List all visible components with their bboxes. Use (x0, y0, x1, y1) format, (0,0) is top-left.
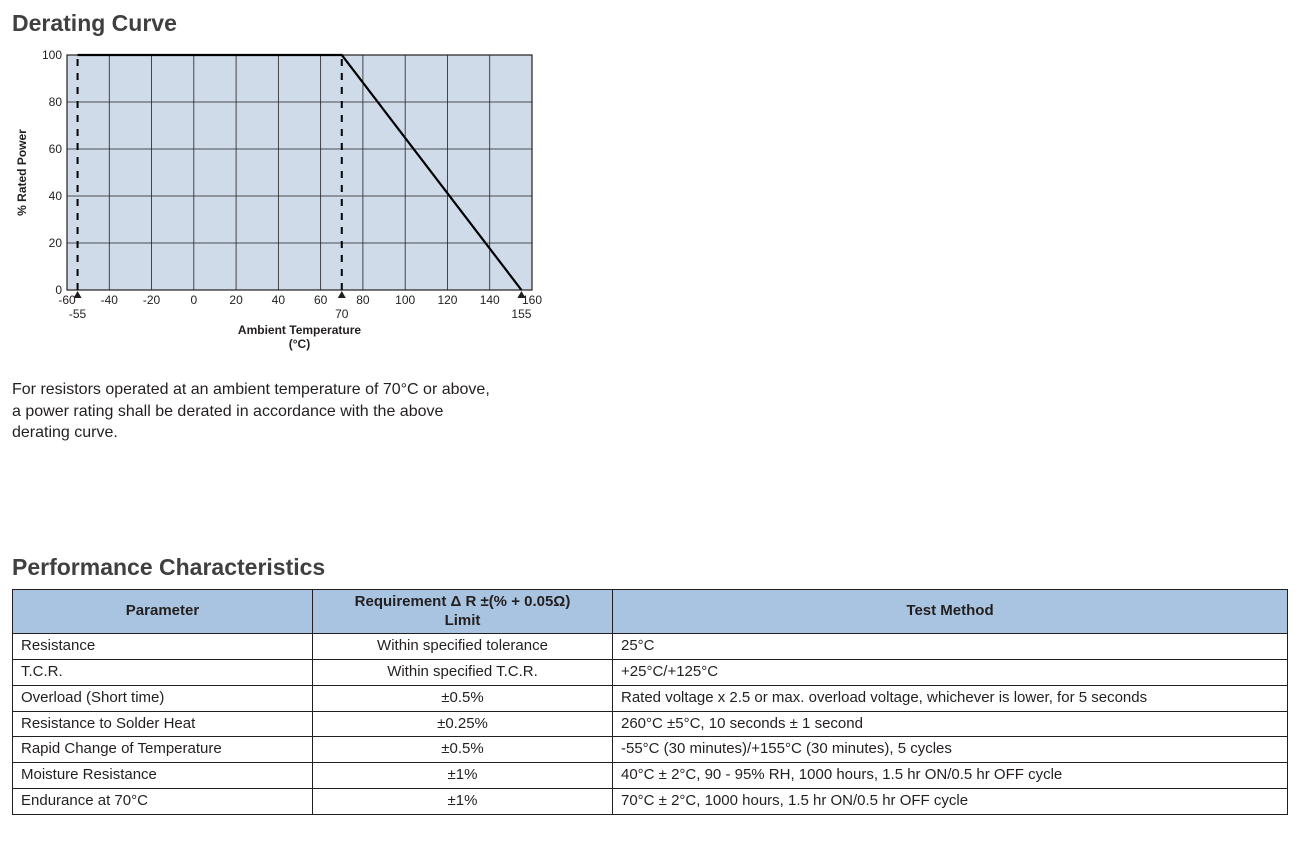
cell-parameter: Endurance at 70°C (13, 788, 313, 814)
cell-limit: ±1% (313, 763, 613, 789)
page-root: Derating Curve 020406080100-60-40-200204… (0, 0, 1300, 825)
cell-method: 260°C ±5°C, 10 seconds ± 1 second (613, 711, 1288, 737)
header-parameter: Parameter (13, 589, 313, 634)
cell-method: -55°C (30 minutes)/+155°C (30 minutes), … (613, 737, 1288, 763)
cell-method: 40°C ± 2°C, 90 - 95% RH, 1000 hours, 1.5… (613, 763, 1288, 789)
table-row: ResistanceWithin specified tolerance25°C (13, 634, 1288, 660)
svg-text:40: 40 (272, 293, 286, 307)
cell-limit: Within specified tolerance (313, 634, 613, 660)
svg-text:% Rated Power: % Rated Power (15, 129, 29, 216)
derating-curve-svg: 020406080100-60-40-200204060801001201401… (12, 45, 542, 365)
cell-method: +25°C/+125°C (613, 660, 1288, 686)
svg-text:0: 0 (190, 293, 197, 307)
table-row: Moisture Resistance±1%40°C ± 2°C, 90 - 9… (13, 763, 1288, 789)
svg-text:60: 60 (49, 142, 63, 156)
cell-method: 25°C (613, 634, 1288, 660)
performance-characteristics-title: Performance Characteristics (12, 554, 1288, 581)
performance-table-body: ResistanceWithin specified tolerance25°C… (13, 634, 1288, 814)
cell-parameter: Resistance (13, 634, 313, 660)
performance-table: Parameter Requirement Δ R ±(% + 0.05Ω) L… (12, 589, 1288, 815)
svg-text:80: 80 (356, 293, 370, 307)
cell-method: Rated voltage x 2.5 or max. overload vol… (613, 685, 1288, 711)
header-limit-line2: Limit (445, 612, 481, 629)
svg-text:20: 20 (49, 236, 63, 250)
svg-text:70: 70 (335, 307, 349, 321)
svg-text:-40: -40 (101, 293, 119, 307)
performance-table-header-row: Parameter Requirement Δ R ±(% + 0.05Ω) L… (13, 589, 1288, 634)
svg-text:20: 20 (229, 293, 243, 307)
cell-limit: ±0.5% (313, 685, 613, 711)
cell-limit: ±0.5% (313, 737, 613, 763)
svg-text:-60: -60 (58, 293, 76, 307)
svg-text:60: 60 (314, 293, 328, 307)
header-limit: Requirement Δ R ±(% + 0.05Ω) Limit (313, 589, 613, 634)
cell-method: 70°C ± 2°C, 1000 hours, 1.5 hr ON/0.5 hr… (613, 788, 1288, 814)
derating-curve-title: Derating Curve (12, 10, 1288, 37)
svg-text:-55: -55 (69, 307, 87, 321)
cell-parameter: Moisture Resistance (13, 763, 313, 789)
cell-limit: ±0.25% (313, 711, 613, 737)
performance-table-head: Parameter Requirement Δ R ±(% + 0.05Ω) L… (13, 589, 1288, 634)
svg-text:(°C): (°C) (289, 337, 310, 351)
svg-text:160: 160 (522, 293, 542, 307)
cell-limit: ±1% (313, 788, 613, 814)
header-method-label: Test Method (906, 602, 993, 619)
table-row: T.C.R.Within specified T.C.R.+25°C/+125°… (13, 660, 1288, 686)
derating-curve-caption: For resistors operated at an ambient tem… (12, 379, 492, 444)
table-row: Overload (Short time)±0.5%Rated voltage … (13, 685, 1288, 711)
svg-text:80: 80 (49, 95, 63, 109)
header-parameter-label: Parameter (126, 602, 199, 619)
svg-text:155: 155 (511, 307, 531, 321)
cell-parameter: Resistance to Solder Heat (13, 711, 313, 737)
svg-text:100: 100 (395, 293, 415, 307)
svg-text:40: 40 (49, 189, 63, 203)
cell-parameter: Rapid Change of Temperature (13, 737, 313, 763)
svg-text:100: 100 (42, 48, 62, 62)
svg-text:Ambient Temperature: Ambient Temperature (238, 323, 361, 337)
svg-text:140: 140 (480, 293, 500, 307)
derating-curve-chart: 020406080100-60-40-200204060801001201401… (12, 45, 1288, 365)
svg-text:-20: -20 (143, 293, 161, 307)
cell-parameter: Overload (Short time) (13, 685, 313, 711)
header-limit-line1: Requirement Δ R ±(% + 0.05Ω) (355, 593, 571, 610)
table-row: Resistance to Solder Heat±0.25%260°C ±5°… (13, 711, 1288, 737)
cell-limit: Within specified T.C.R. (313, 660, 613, 686)
section-spacer (12, 444, 1288, 554)
table-row: Endurance at 70°C±1%70°C ± 2°C, 1000 hou… (13, 788, 1288, 814)
svg-text:120: 120 (437, 293, 457, 307)
cell-parameter: T.C.R. (13, 660, 313, 686)
header-method: Test Method (613, 589, 1288, 634)
table-row: Rapid Change of Temperature±0.5%-55°C (3… (13, 737, 1288, 763)
